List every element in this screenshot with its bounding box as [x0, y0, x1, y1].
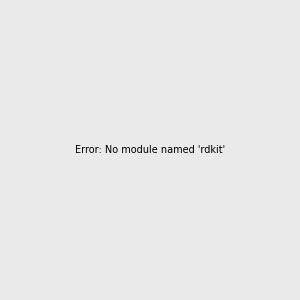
Text: Error: No module named 'rdkit': Error: No module named 'rdkit'	[75, 145, 225, 155]
